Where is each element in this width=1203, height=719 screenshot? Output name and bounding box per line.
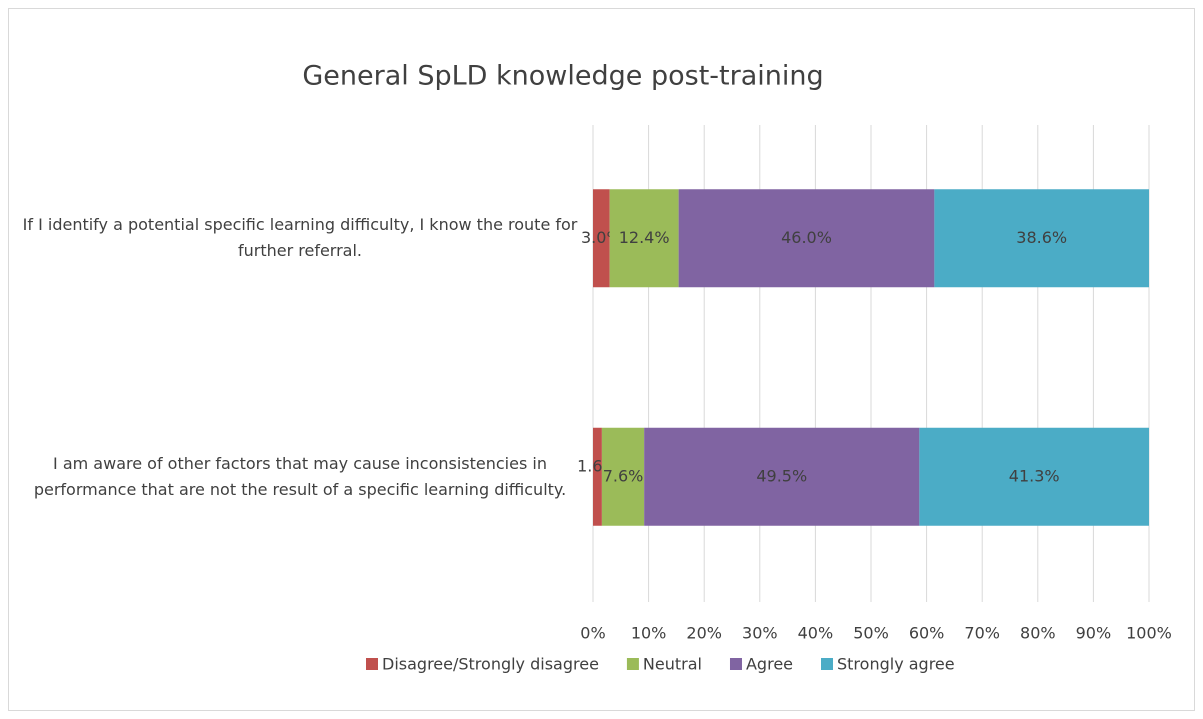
x-tick-label: 100% xyxy=(1126,624,1172,643)
legend-swatch xyxy=(821,658,833,670)
bar-segment xyxy=(644,427,920,526)
data-label: 41.3% xyxy=(1009,466,1060,485)
legend-swatch xyxy=(366,658,378,670)
data-label: 46.0% xyxy=(781,228,832,247)
legend-label: Strongly agree xyxy=(837,655,955,674)
bar-segment xyxy=(601,427,645,526)
x-tick-label: 70% xyxy=(964,624,1000,643)
x-tick-label: 40% xyxy=(798,624,834,643)
bar-segment xyxy=(678,189,935,288)
x-tick-label: 90% xyxy=(1076,624,1112,643)
data-label: 7.6% xyxy=(603,466,644,485)
data-label: 49.5% xyxy=(756,466,807,485)
bar-segment xyxy=(593,189,610,288)
legend-swatch xyxy=(626,658,639,670)
bar-segment xyxy=(934,189,1149,288)
y-tick-label: If I identify a potential specific learn… xyxy=(22,215,578,261)
legend-swatch xyxy=(729,658,742,670)
x-tick-label: 50% xyxy=(853,624,889,643)
y-tick-label: I am aware of other factors that may cau… xyxy=(33,453,567,499)
chart-title: General SpLD knowledge post-training xyxy=(302,61,823,92)
data-label: 38.6% xyxy=(1016,228,1067,247)
x-tick-label: 80% xyxy=(1020,624,1056,643)
x-tick-label: 60% xyxy=(909,624,945,643)
chart-border xyxy=(8,8,1195,711)
bar-segment xyxy=(593,427,602,526)
bar-segment xyxy=(609,189,679,288)
x-tick-label: 20% xyxy=(686,624,722,643)
bar-segment xyxy=(919,427,1149,526)
legend-label: Neutral xyxy=(643,655,702,674)
legend-label: Agree xyxy=(746,655,793,674)
x-tick-label: 0% xyxy=(580,624,605,643)
data-label: 12.4% xyxy=(619,228,670,247)
x-tick-label: 30% xyxy=(742,624,778,643)
x-tick-label: 10% xyxy=(631,624,667,643)
legend-label: Disagree/Strongly disagree xyxy=(382,655,599,674)
